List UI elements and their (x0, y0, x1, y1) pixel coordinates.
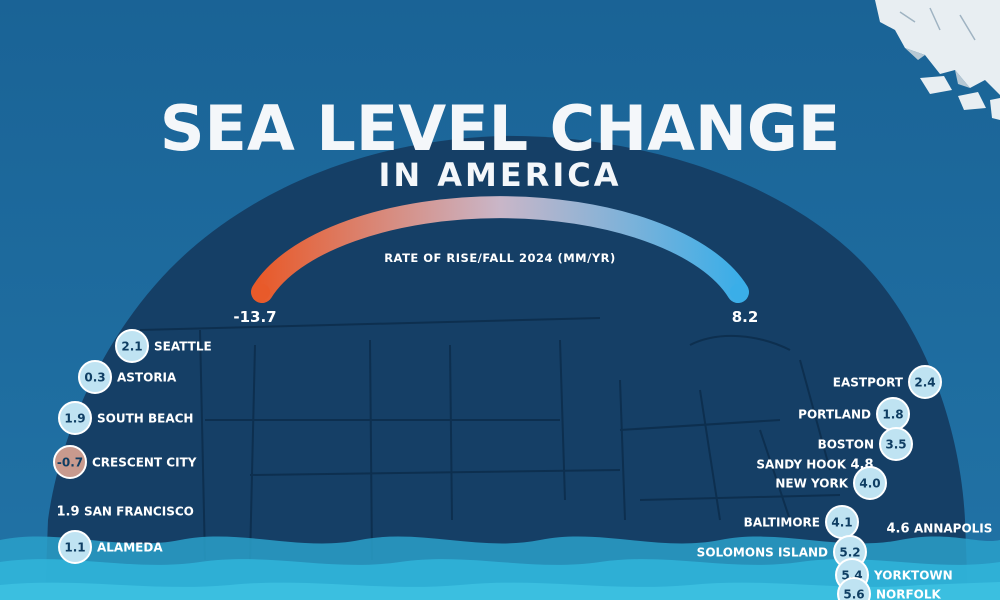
value-label: 5.6 (843, 588, 864, 600)
city-label: YORKTOWN (873, 569, 953, 583)
value-label: 1.9 (64, 412, 85, 426)
value-bubble (837, 577, 871, 600)
chart-subtitle: IN AMERICA (378, 156, 621, 194)
scale-min-label: -13.7 (233, 308, 276, 326)
scale-max-label: 8.2 (732, 308, 759, 326)
west-marker-south-beach: 1.9 SOUTH BEACH (58, 401, 193, 435)
value-label: 0.3 (84, 371, 105, 385)
rate-scale-arc (251, 196, 749, 303)
value-bubble (78, 360, 112, 394)
city-label: ALAMEDA (97, 541, 163, 555)
value-label: -0.7 (57, 456, 83, 470)
city-label: NORFOLK (876, 588, 942, 600)
west-marker-alameda: 1.1 ALAMEDA (58, 530, 163, 564)
chart-title: SEA LEVEL CHANGE (160, 92, 840, 165)
value-label: 2.1 (121, 340, 142, 354)
map-land (45, 135, 968, 600)
west-marker-crescent-city: -0.7 CRESCENT CITY (53, 445, 197, 479)
east-marker-norfolk: 5.6 NORFOLK (837, 577, 942, 600)
value-bubble (879, 427, 913, 461)
city-label: EASTPORT (833, 376, 904, 390)
city-markers: 2.1 SEATTLE 0.3 ASTORIA 1.9 SOUTH BEACH -0.7 CR… (53, 329, 992, 600)
value-bubble (58, 530, 92, 564)
ice-decoration (875, 0, 1000, 120)
state-lines (139, 317, 841, 561)
east-marker-boston: 3.5 BOSTON (818, 427, 913, 461)
east-marker-annapolis: 4.6 ANNAPOLIS (886, 522, 992, 537)
value-label: 2.4 (914, 376, 935, 390)
west-marker-astoria: 0.3 ASTORIA (78, 360, 177, 394)
value-bubble (53, 445, 87, 479)
east-marker-new-york: 4.0 NEW YORK (775, 466, 887, 500)
city-label: NEW YORK (775, 477, 848, 491)
value-label: 4.1 (831, 516, 852, 530)
value-label: 4.6 (886, 522, 909, 537)
west-marker-san-francisco: 1.9 SAN FRANCISCO (56, 505, 193, 520)
value-label: 3.5 (885, 438, 906, 452)
city-label: SOLOMONS ISLAND (697, 546, 828, 560)
city-label: PORTLAND (798, 408, 871, 422)
value-label: 5.2 (839, 546, 860, 560)
east-marker-baltimore: 4.1 BALTIMORE (744, 505, 859, 539)
scale-label: RATE OF RISE/FALL 2024 (MM/YR) (384, 251, 616, 265)
value-label: 1.1 (64, 541, 85, 555)
city-label: BALTIMORE (744, 516, 820, 530)
west-marker-seattle: 2.1 SEATTLE (115, 329, 212, 363)
city-label: ANNAPOLIS (914, 522, 992, 536)
east-marker-portland: 1.8 PORTLAND (798, 397, 910, 431)
city-label: ASTORIA (117, 371, 177, 385)
city-label: SAN FRANCISCO (84, 505, 194, 519)
water-waves (0, 536, 1000, 600)
value-bubble (115, 329, 149, 363)
city-label: SOUTH BEACH (97, 412, 193, 426)
city-label: SANDY HOOK (756, 458, 846, 472)
value-label: 1.9 (56, 505, 79, 520)
value-label: 4.0 (859, 477, 880, 491)
value-bubble (853, 466, 887, 500)
value-bubble (908, 365, 942, 399)
scale-max-dot (730, 284, 746, 300)
east-marker-eastport: 2.4 EASTPORT (833, 365, 942, 399)
value-label: 1.8 (882, 408, 903, 422)
city-label: CRESCENT CITY (92, 456, 197, 470)
city-label: BOSTON (818, 438, 874, 452)
city-label: SEATTLE (154, 340, 212, 354)
value-bubble (58, 401, 92, 435)
scale-min-dot (254, 284, 270, 300)
